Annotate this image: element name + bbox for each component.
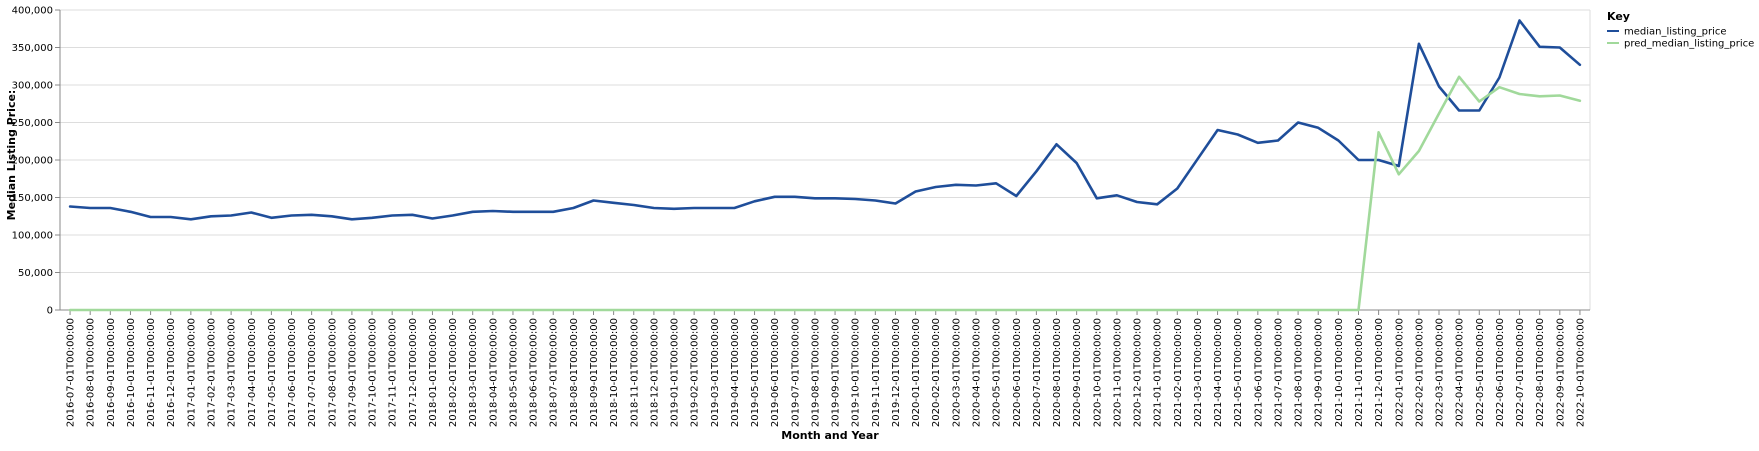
y-tick-label: 200,000 — [12, 156, 53, 167]
x-tick-label: 2019-12-01T00:00:00 — [891, 318, 902, 427]
x-tick-label: 2021-09-01T00:00:00 — [1314, 318, 1325, 427]
x-tick-label: 2022-02-01T00:00:00 — [1414, 318, 1425, 427]
x-tick-label: 2018-10-01T00:00:00 — [609, 318, 620, 427]
y-tick-label: 350,000 — [12, 43, 53, 54]
x-tick-label: 2021-12-01T00:00:00 — [1374, 318, 1385, 427]
x-tick-label: 2017-11-01T00:00:00 — [388, 318, 399, 427]
x-axis-title: Month and Year — [781, 429, 879, 442]
x-tick-label: 2017-07-01T00:00:00 — [307, 318, 318, 427]
x-tick-label: 2022-09-01T00:00:00 — [1555, 318, 1566, 427]
x-tick-label: 2016-10-01T00:00:00 — [126, 318, 137, 427]
x-tick-label: 2018-11-01T00:00:00 — [629, 318, 640, 427]
x-tick-label: 2017-01-01T00:00:00 — [186, 318, 197, 427]
x-tick-label: 2017-10-01T00:00:00 — [368, 318, 379, 427]
y-tick-label: 250,000 — [12, 118, 53, 129]
x-tick-label: 2016-07-01T00:00:00 — [66, 318, 77, 427]
x-tick-label: 2021-06-01T00:00:00 — [1253, 318, 1264, 427]
x-tick-label: 2016-08-01T00:00:00 — [86, 318, 97, 427]
axes: 0 50,000 100,000 150,000 200,000 250,000 300,0… — [12, 6, 1590, 427]
x-tick-label: 2021-05-01T00:00:00 — [1233, 318, 1244, 427]
x-tick-label: 2017-08-01T00:00:00 — [327, 318, 338, 427]
x-tick-label: 2018-02-01T00:00:00 — [448, 318, 459, 427]
x-tick-label: 2020-12-01T00:00:00 — [1133, 318, 1144, 427]
x-tick-label: 2022-04-01T00:00:00 — [1455, 318, 1466, 427]
legend-title: Key — [1607, 10, 1630, 23]
x-tick-label: 2019-04-01T00:00:00 — [730, 318, 741, 427]
x-tick-label: 2019-11-01T00:00:00 — [871, 318, 882, 427]
legend-items: median_listing_pricepred_median_listing_… — [1607, 27, 1754, 50]
y-axis-title: Median Listing Price: — [5, 90, 18, 221]
x-tick-label: 2017-09-01T00:00:00 — [347, 318, 358, 427]
x-tick-label: 2022-03-01T00:00:00 — [1435, 318, 1446, 427]
x-tick-label: 2019-05-01T00:00:00 — [750, 318, 761, 427]
x-tick-label: 2018-09-01T00:00:00 — [589, 318, 600, 427]
x-tick-label: 2017-06-01T00:00:00 — [287, 318, 298, 427]
x-tick-label: 2018-04-01T00:00:00 — [488, 318, 499, 427]
x-tick-label: 2022-10-01T00:00:00 — [1575, 318, 1586, 427]
x-tick-label: 2019-08-01T00:00:00 — [810, 318, 821, 427]
x-tick-label: 2020-09-01T00:00:00 — [1072, 318, 1083, 427]
series-line-pred-median-listing-price — [68, 75, 1582, 312]
x-tick-label: 2017-03-01T00:00:00 — [227, 318, 238, 427]
x-tick-label: 2019-01-01T00:00:00 — [670, 318, 681, 427]
x-tick-label: 2022-05-01T00:00:00 — [1475, 318, 1486, 427]
x-tick-label: 2020-02-01T00:00:00 — [931, 318, 942, 427]
x-tick-label: 2017-02-01T00:00:00 — [206, 318, 217, 427]
x-tick-label: 2021-08-01T00:00:00 — [1294, 318, 1305, 427]
y-tick-label: 100,000 — [12, 231, 53, 242]
x-tick-label: 2020-05-01T00:00:00 — [992, 318, 1003, 427]
x-tick-label: 2020-07-01T00:00:00 — [1032, 318, 1043, 427]
x-tick-label: 2019-07-01T00:00:00 — [790, 318, 801, 427]
x-tick-label: 2021-10-01T00:00:00 — [1334, 318, 1345, 427]
x-tick-label: 2020-10-01T00:00:00 — [1092, 318, 1103, 427]
x-tick-label: 2021-03-01T00:00:00 — [1193, 318, 1204, 427]
gridlines — [60, 9, 1591, 311]
x-tick-label: 2020-06-01T00:00:00 — [1012, 318, 1023, 427]
y-tick-label: 150,000 — [12, 193, 53, 204]
x-tick-label: 2018-07-01T00:00:00 — [549, 318, 560, 427]
x-tick-label: 2017-12-01T00:00:00 — [408, 318, 419, 427]
x-tick-label: 2018-03-01T00:00:00 — [468, 318, 479, 427]
x-tick-label: 2016-11-01T00:00:00 — [146, 318, 157, 427]
x-tick-label: 2021-11-01T00:00:00 — [1354, 318, 1365, 427]
x-tick-label: 2018-12-01T00:00:00 — [649, 318, 660, 427]
legend: Key median_listing_pricepred_median_list… — [1607, 10, 1754, 50]
x-tick-label: 2021-01-01T00:00:00 — [1153, 318, 1164, 427]
x-tick-label: 2020-03-01T00:00:00 — [951, 318, 962, 427]
legend-label: median_listing_price — [1624, 27, 1727, 38]
x-tick-label: 2020-11-01T00:00:00 — [1112, 318, 1123, 427]
x-tick-label: 2021-07-01T00:00:00 — [1273, 318, 1284, 427]
series-line-median-listing-price — [68, 19, 1582, 221]
x-tick-label: 2022-08-01T00:00:00 — [1535, 318, 1546, 427]
x-tick-label: 2020-04-01T00:00:00 — [971, 318, 982, 427]
legend-label: pred_median_listing_price — [1624, 39, 1754, 50]
x-tick-label: 2018-08-01T00:00:00 — [569, 318, 580, 427]
x-tick-label: 2018-05-01T00:00:00 — [508, 318, 519, 427]
y-tick-label: 400,000 — [12, 6, 53, 17]
x-tick-label: 2019-10-01T00:00:00 — [851, 318, 862, 427]
x-tick-label: 2018-01-01T00:00:00 — [428, 318, 439, 427]
x-tick-label: 2016-12-01T00:00:00 — [166, 318, 177, 427]
x-tick-label: 2019-02-01T00:00:00 — [690, 318, 701, 427]
x-tick-label: 2022-07-01T00:00:00 — [1515, 318, 1526, 427]
x-tick-label: 2021-02-01T00:00:00 — [1173, 318, 1184, 427]
y-tick-label: 0 — [47, 306, 53, 317]
y-tick-label: 50,000 — [18, 268, 53, 279]
x-tick-label: 2018-06-01T00:00:00 — [529, 318, 540, 427]
x-tick-label: 2020-01-01T00:00:00 — [911, 318, 922, 427]
series-lines — [68, 19, 1582, 312]
x-tick-label: 2019-03-01T00:00:00 — [710, 318, 721, 427]
x-tick-label: 2020-08-01T00:00:00 — [1052, 318, 1063, 427]
x-tick-label: 2022-06-01T00:00:00 — [1495, 318, 1506, 427]
x-tick-label: 2019-09-01T00:00:00 — [831, 318, 842, 427]
x-tick-label: 2019-06-01T00:00:00 — [770, 318, 781, 427]
y-tick-label: 300,000 — [12, 81, 53, 92]
x-tick-label: 2022-01-01T00:00:00 — [1394, 318, 1405, 427]
x-tick-label: 2017-04-01T00:00:00 — [247, 318, 258, 427]
x-tick-label: 2016-09-01T00:00:00 — [106, 318, 117, 427]
x-tick-label: 2017-05-01T00:00:00 — [267, 318, 278, 427]
x-tick-label: 2021-04-01T00:00:00 — [1213, 318, 1224, 427]
